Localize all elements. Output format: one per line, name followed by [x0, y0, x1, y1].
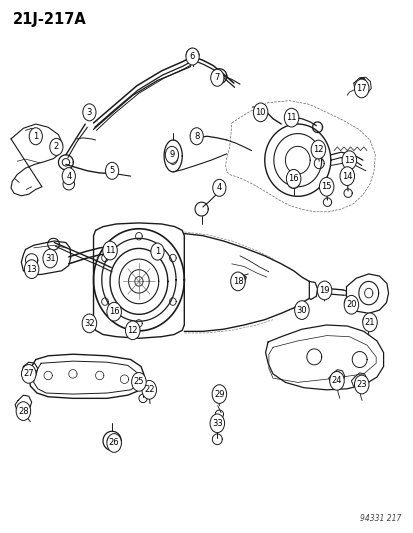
Circle shape: [284, 108, 298, 127]
Text: 7: 7: [214, 73, 219, 82]
Circle shape: [210, 69, 223, 86]
Circle shape: [212, 179, 225, 196]
Text: ●: ●: [356, 77, 365, 86]
Text: 10: 10: [255, 108, 265, 117]
Text: 22: 22: [144, 385, 154, 394]
Text: 24: 24: [331, 376, 342, 385]
Circle shape: [190, 128, 203, 145]
Circle shape: [21, 365, 36, 383]
Circle shape: [209, 414, 224, 433]
Text: 33: 33: [211, 419, 222, 428]
Circle shape: [341, 151, 356, 169]
Text: 23: 23: [356, 380, 366, 389]
Text: 3: 3: [86, 108, 92, 117]
Text: 2: 2: [54, 142, 59, 151]
Text: 94331 217: 94331 217: [358, 514, 400, 523]
Text: 11: 11: [286, 113, 296, 122]
Text: 12: 12: [312, 145, 323, 154]
Text: 30: 30: [296, 305, 306, 314]
Text: 16: 16: [287, 174, 298, 183]
Circle shape: [230, 272, 244, 290]
Circle shape: [105, 163, 119, 179]
Text: 1: 1: [33, 132, 38, 141]
Circle shape: [29, 128, 42, 145]
Text: 14: 14: [341, 172, 352, 181]
Circle shape: [150, 243, 164, 260]
Circle shape: [354, 375, 368, 394]
Text: 19: 19: [318, 286, 329, 295]
Text: 31: 31: [45, 254, 55, 263]
Text: 11: 11: [104, 246, 115, 255]
Circle shape: [317, 281, 331, 300]
Text: 21J-217A: 21J-217A: [13, 12, 87, 27]
Text: 6: 6: [190, 52, 195, 61]
Circle shape: [107, 434, 121, 453]
Text: 26: 26: [109, 439, 119, 448]
Text: 12: 12: [127, 326, 138, 335]
Circle shape: [165, 147, 178, 164]
Circle shape: [294, 301, 309, 319]
Circle shape: [131, 373, 146, 391]
Text: 15: 15: [320, 182, 331, 191]
Text: 4: 4: [66, 172, 71, 181]
Text: 4: 4: [216, 183, 221, 192]
Circle shape: [339, 167, 354, 185]
Text: 8: 8: [194, 132, 199, 141]
Text: 29: 29: [214, 390, 224, 399]
Circle shape: [362, 313, 376, 332]
Text: 18: 18: [232, 277, 243, 286]
Circle shape: [102, 241, 117, 260]
Circle shape: [318, 177, 333, 196]
Text: 32: 32: [84, 319, 95, 328]
Circle shape: [142, 381, 156, 399]
Text: 25: 25: [133, 377, 144, 386]
Circle shape: [185, 48, 199, 65]
Circle shape: [286, 169, 300, 188]
Circle shape: [43, 249, 57, 268]
Circle shape: [311, 140, 325, 159]
Text: 9: 9: [169, 150, 174, 159]
Text: 16: 16: [109, 307, 119, 316]
Text: 27: 27: [24, 369, 34, 378]
Circle shape: [329, 372, 343, 390]
Text: 13: 13: [343, 156, 354, 165]
Circle shape: [24, 260, 39, 279]
Circle shape: [125, 321, 140, 340]
Circle shape: [83, 104, 96, 121]
Circle shape: [343, 295, 358, 314]
Text: 13: 13: [26, 265, 37, 273]
Circle shape: [62, 167, 75, 184]
Circle shape: [50, 139, 63, 156]
Text: 21: 21: [364, 318, 374, 327]
Text: 17: 17: [356, 84, 366, 93]
Circle shape: [253, 103, 267, 122]
Circle shape: [354, 79, 368, 98]
Text: 28: 28: [18, 407, 28, 416]
Circle shape: [211, 385, 226, 403]
Circle shape: [107, 302, 121, 321]
Circle shape: [16, 402, 31, 421]
Circle shape: [82, 314, 96, 333]
Text: 5: 5: [109, 166, 114, 175]
Text: 1: 1: [154, 247, 160, 256]
Text: 20: 20: [345, 300, 356, 309]
